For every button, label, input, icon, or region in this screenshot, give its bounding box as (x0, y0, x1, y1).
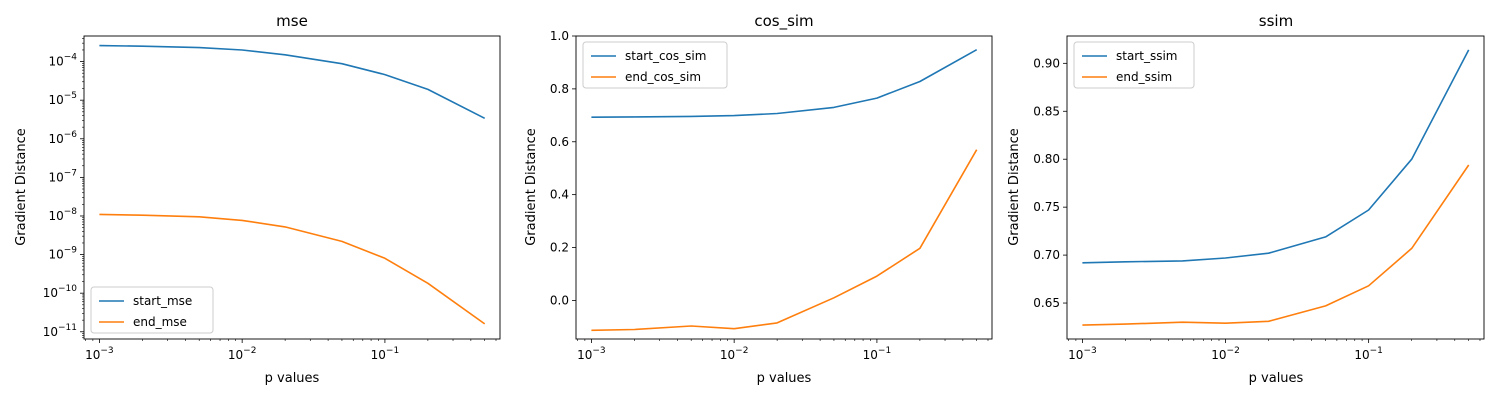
axes-frame (83, 35, 501, 340)
ssim-plot-area: 10−3 10−2 10−1 0.65 0.70 0.75 0.80 0.85 0.90 star… (1033, 35, 1485, 362)
x-tick-label: 10−2 (228, 346, 257, 362)
y-tick-label: 10−7 (48, 168, 77, 184)
series-line-start-ssim (1082, 49, 1470, 264)
legend-label: start_cos_sim (625, 49, 706, 63)
series-line-end-cos-sim (591, 149, 978, 332)
y-tick-label: 10−8 (48, 207, 77, 223)
axes-frame (1066, 35, 1485, 340)
y-tick-label: 0.6 (550, 135, 569, 149)
x-tick-label: 10−1 (1354, 346, 1383, 362)
cos-sim-ylabel: Gradient Distance (524, 128, 539, 246)
x-tick-label: 10−2 (720, 346, 749, 362)
y-tick-label: 0.80 (1033, 152, 1060, 166)
y-tick-label: 10−9 (48, 246, 77, 262)
cos-sim-plot-area: 10−3 10−2 10−1 0.0 0.2 0.4 0.6 0.8 1.0 start_cos_… (550, 29, 993, 362)
legend-box (582, 41, 728, 89)
x-tick-label: 10−1 (371, 346, 400, 362)
ssim-ylabel: Gradient Distance (1007, 128, 1022, 246)
y-tick-label: 0.0 (550, 293, 569, 307)
y-tick-label: 10−10 (43, 284, 78, 300)
series-line-end-mse (99, 213, 486, 325)
legend-label: end_mse (133, 315, 187, 329)
mse-panel: mse p values Gradient Distance 10−3 10−2 1… (14, 12, 501, 386)
ssim-xlabel: p values (1249, 371, 1304, 386)
legend-label: start_mse (133, 294, 192, 308)
cos-sim-panel: cos_sim p values Gradient Distance 10−3 1… (524, 12, 993, 386)
series-line-end-ssim (1082, 164, 1470, 326)
mse-ylabel: Gradient Distance (14, 128, 29, 246)
x-tick-label: 10−3 (577, 346, 606, 362)
mse-plot-area: 10−3 10−2 10−1 10−4 10−5 10−6 10−7 10−8 10−9 10−1… (43, 35, 501, 362)
y-tick-label: 0.90 (1033, 56, 1060, 70)
series-line-start-cos-sim (591, 49, 978, 118)
legend-label: start_ssim (1116, 49, 1177, 63)
legend-label: end_ssim (1116, 70, 1172, 84)
y-tick-label: 0.85 (1033, 104, 1060, 118)
mse-title: mse (276, 12, 308, 30)
series-line-start-mse (99, 44, 486, 120)
y-tick-label: 0.2 (550, 241, 569, 255)
x-tick-label: 10−3 (1068, 346, 1097, 362)
x-tick-label: 10−3 (85, 346, 114, 362)
y-tick-label: 10−6 (48, 130, 77, 146)
y-tick-label: 0.65 (1033, 296, 1060, 310)
y-tick-label: 1.0 (550, 29, 569, 43)
legend: start_mse end_mse (90, 286, 214, 334)
axes-frame (575, 35, 993, 340)
x-tick-label: 10−2 (1211, 346, 1240, 362)
y-tick-label: 0.75 (1033, 200, 1060, 214)
ssim-panel: ssim p values Gradient Distance 10−3 10−2… (1007, 12, 1485, 386)
cos-sim-title: cos_sim (754, 12, 813, 31)
legend: start_ssim end_ssim (1073, 41, 1195, 89)
legend: start_cos_sim end_cos_sim (582, 41, 728, 89)
mse-xlabel: p values (265, 371, 320, 386)
y-tick-label: 0.8 (550, 82, 569, 96)
x-tick-label: 10−1 (863, 346, 892, 362)
y-tick-label: 10−11 (43, 323, 77, 339)
cos-sim-xlabel: p values (757, 371, 812, 386)
ssim-title: ssim (1259, 12, 1293, 30)
legend-label: end_cos_sim (625, 70, 701, 84)
y-tick-label: 10−4 (48, 53, 77, 69)
y-tick-label: 10−5 (48, 91, 77, 107)
y-tick-label: 0.4 (550, 188, 569, 202)
y-tick-label: 0.70 (1033, 248, 1060, 262)
